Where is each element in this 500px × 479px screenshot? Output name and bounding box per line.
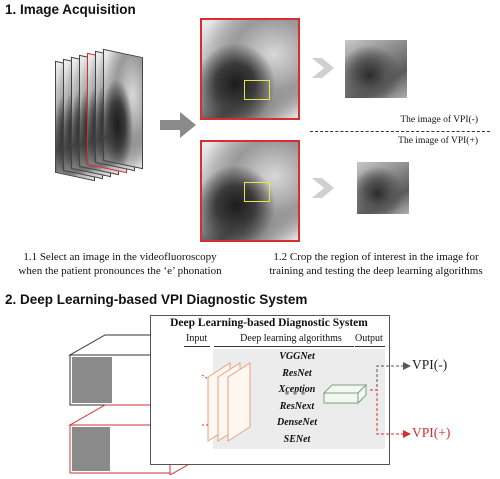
output-arrows <box>370 362 411 438</box>
input-volumes <box>68 334 207 475</box>
output-vpi-positive: VPI(+) <box>412 425 451 440</box>
roi-box <box>244 80 270 100</box>
model-name: DenseNet <box>277 417 317 428</box>
roi-box <box>244 182 270 202</box>
dashed-separator <box>310 131 490 132</box>
output-underline <box>355 346 385 347</box>
output-label: Output <box>355 333 383 344</box>
chevron-right-icon <box>312 58 334 78</box>
caption-crop-roi: 1.2 Crop the region of interest in the i… <box>256 250 496 278</box>
section-2-heading: 2. Deep Learning-based VPI Diagnostic Sy… <box>5 292 308 307</box>
system-title: Deep Learning-based Diagnostic System <box>170 317 368 329</box>
video-frame <box>103 48 143 170</box>
cnn-layers <box>201 362 251 442</box>
model-name: Xception <box>278 384 316 395</box>
cropped-roi-vpi-positive <box>357 162 409 214</box>
caption-line: training and testing the deep learning a… <box>269 265 483 277</box>
chevron-right-icon <box>312 178 334 198</box>
model-list: VGGNet ResNet Xception ResNext DenseNet … <box>257 351 337 450</box>
ellipsis-icon <box>285 391 305 395</box>
video-frame-stack <box>55 48 143 205</box>
algorithms-underline <box>214 346 354 347</box>
output-vpi-negative: VPI(-) <box>412 357 448 372</box>
vpi-positive-label: The image of VPI(+) <box>398 136 478 146</box>
vpi-negative-label: The image of VPI(-) <box>400 115 478 125</box>
caption-select-image: 1.1 Select an image in the videofluorosc… <box>0 250 240 278</box>
caption-line: 1.1 Select an image in the videofluorosc… <box>23 251 217 263</box>
model-name: ResNet <box>282 367 312 379</box>
section-1-heading: 1. Image Acquisition <box>5 2 136 17</box>
input-label: Input <box>186 333 208 344</box>
caption-line: when the patient pronounces the ‘e’ phon… <box>18 265 222 277</box>
algorithms-label: Deep learning algorithms <box>240 333 342 344</box>
cropped-roi-vpi-negative <box>345 40 407 98</box>
caption-line: 1.2 Crop the region of interest in the i… <box>273 251 479 263</box>
selected-image-vpi-negative <box>200 18 300 120</box>
fc-layer <box>322 383 368 405</box>
select-arrow-icon <box>160 112 196 138</box>
model-name: SENet <box>283 433 311 445</box>
model-name: VGGNet <box>279 351 315 362</box>
input-underline <box>184 346 210 347</box>
selected-image-vpi-positive <box>200 140 300 242</box>
model-name: ResNext <box>279 400 315 412</box>
